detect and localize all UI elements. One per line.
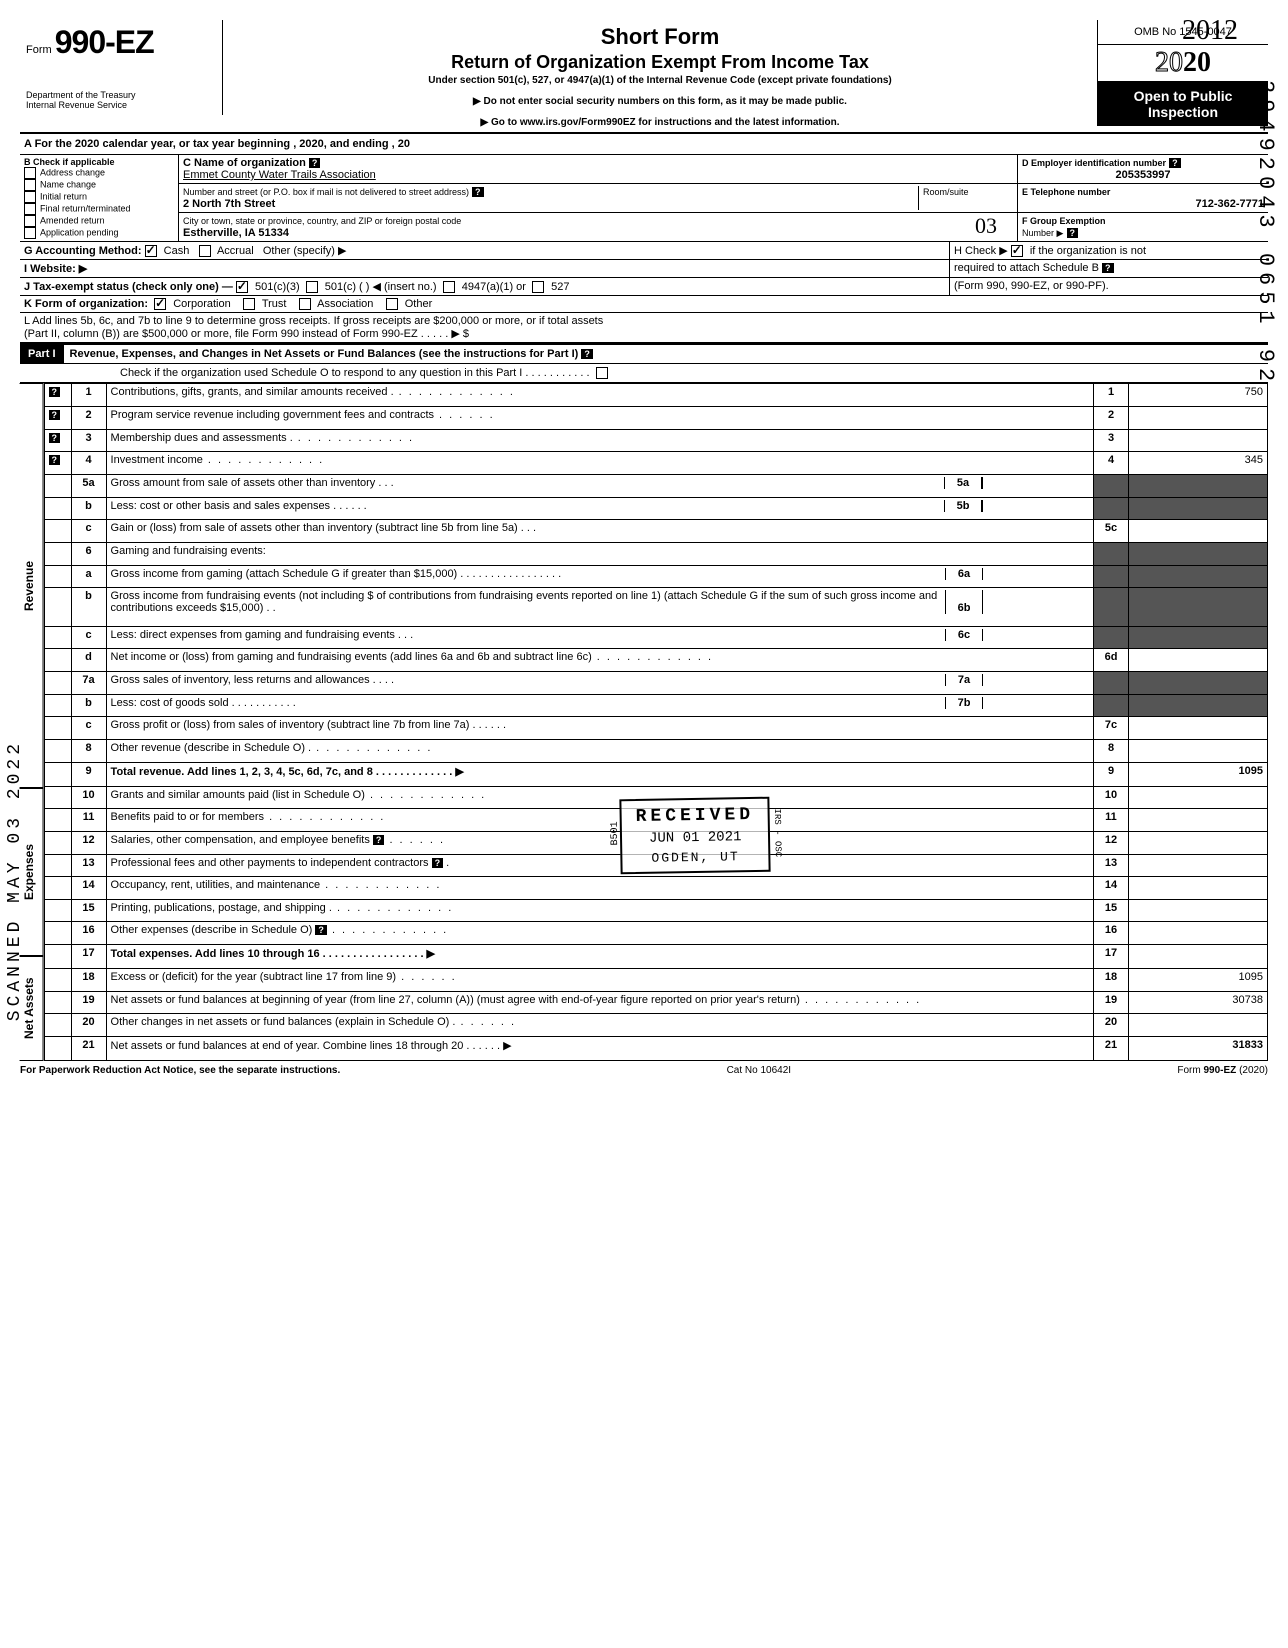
help-icon-h[interactable]: ? — [1102, 263, 1114, 273]
open-public-2: Inspection — [1100, 104, 1266, 120]
chk-app-pending[interactable] — [24, 227, 36, 239]
chk-amended[interactable] — [24, 215, 36, 227]
line-h-3: required to attach Schedule B — [954, 262, 1099, 274]
chk-accrual[interactable] — [199, 245, 211, 257]
org-name: Emmet County Water Trails Association — [183, 169, 376, 181]
line-j-label: J Tax-exempt status (check only one) — — [24, 281, 233, 293]
vert-revenue: Revenue — [20, 383, 44, 788]
lbl-initial-return: Initial return — [40, 191, 87, 201]
org-city: Estherville, IA 51334 — [183, 227, 289, 239]
chk-assoc[interactable] — [299, 298, 311, 310]
form-header: Form 990-EZ Department of the Treasury I… — [20, 20, 1268, 134]
lbl-527: 527 — [551, 281, 569, 293]
chk-name-change[interactable] — [24, 179, 36, 191]
lbl-name-change: Name change — [40, 179, 96, 189]
stamp-received: RECEIVED — [635, 805, 754, 827]
open-public-1: Open to Public — [1100, 88, 1266, 104]
stamp-side-right: IRS - OSC — [772, 809, 783, 858]
chk-other-org[interactable] — [386, 298, 398, 310]
part-1-title: Revenue, Expenses, and Changes in Net As… — [64, 345, 1268, 363]
org-street: 2 North 7th Street — [183, 198, 275, 210]
note-goto: ▶ Go to www.irs.gov/Form990EZ for instru… — [233, 117, 1087, 128]
lbl-accrual: Accrual — [217, 245, 254, 257]
label-group-exempt: F Group Exemption — [1022, 216, 1106, 226]
line-g-label: G Accounting Method: — [24, 245, 142, 257]
stamp-date: JUN 01 2021 — [636, 829, 755, 847]
handwritten-year: 2012 — [1182, 15, 1238, 47]
form-prefix: Form — [26, 44, 52, 56]
lbl-other-org: Other — [405, 298, 433, 310]
tax-year: 2020 — [1098, 45, 1268, 82]
line-h-2: if the organization is not — [1030, 245, 1146, 257]
label-org-name: C Name of organization — [183, 157, 306, 169]
line-l-2: (Part II, column (B)) are $500,000 or mo… — [24, 327, 1264, 340]
footer-left: For Paperwork Reduction Act Notice, see … — [20, 1065, 340, 1076]
lbl-4947: 4947(a)(1) or — [462, 281, 526, 293]
help-icon-street[interactable]: ? — [472, 187, 484, 197]
label-ein: D Employer identification number — [1022, 158, 1166, 168]
lbl-address-change: Address change — [40, 167, 105, 177]
chk-527[interactable] — [532, 281, 544, 293]
label-street: Number and street (or P.O. box if mail i… — [183, 187, 469, 197]
page-footer: For Paperwork Reduction Act Notice, see … — [20, 1061, 1268, 1076]
ein-value: 205353997 — [1022, 169, 1264, 181]
lbl-assoc: Association — [317, 298, 373, 310]
label-room: Room/suite — [923, 187, 969, 197]
chk-501c3[interactable] — [236, 281, 248, 293]
chk-initial-return[interactable] — [24, 191, 36, 203]
lbl-final-return: Final return/terminated — [40, 203, 131, 213]
title-under-section: Under section 501(c), 527, or 4947(a)(1)… — [233, 75, 1087, 86]
vert-expenses: Expenses — [20, 788, 44, 956]
line-i: I Website: ▶ — [20, 260, 949, 277]
title-return: Return of Organization Exempt From Incom… — [233, 52, 1087, 73]
form-number: 990-EZ — [55, 24, 154, 60]
label-phone: E Telephone number — [1022, 187, 1110, 197]
lbl-other-method: Other (specify) ▶ — [263, 245, 347, 257]
handwritten-03: 03 — [975, 213, 997, 239]
chk-cash[interactable] — [145, 245, 157, 257]
part-1-label: Part I — [20, 345, 64, 363]
footer-right: Form 990-EZ (2020) — [1177, 1065, 1268, 1076]
stamp-side-left: B501 — [610, 822, 621, 846]
lbl-corp: Corporation — [173, 298, 230, 310]
help-icon-group[interactable]: ? — [1067, 228, 1079, 238]
lbl-501c: 501(c) ( ) ◀ (insert no.) — [325, 281, 437, 293]
chk-501c[interactable] — [306, 281, 318, 293]
lines-table: ?1Contributions, gifts, grants, and simi… — [44, 383, 1268, 1061]
lbl-amended: Amended return — [40, 215, 105, 225]
line-a: A For the 2020 calendar year, or tax yea… — [20, 134, 1268, 155]
chk-schedule-o[interactable] — [596, 367, 608, 379]
lbl-501c3: 501(c)(3) — [255, 281, 300, 293]
chk-corp[interactable] — [154, 298, 166, 310]
phone-value: 712-362-7771 — [1022, 198, 1264, 210]
chk-trust[interactable] — [243, 298, 255, 310]
line-k-label: K Form of organization: — [24, 298, 148, 310]
label-city: City or town, state or province, country… — [183, 216, 461, 226]
received-stamp: RECEIVED JUN 01 2021 OGDEN, UT B501 IRS … — [619, 797, 771, 875]
line-h-4: (Form 990, 990-EZ, or 990-PF). — [949, 278, 1268, 295]
chk-address-change[interactable] — [24, 167, 36, 179]
stamp-location: OGDEN, UT — [636, 849, 755, 866]
help-icon-ein[interactable]: ? — [1169, 158, 1181, 168]
footer-center: Cat No 10642I — [727, 1065, 792, 1076]
chk-schedule-b[interactable] — [1011, 245, 1023, 257]
lbl-cash: Cash — [164, 245, 190, 257]
section-b-title: B Check if applicable — [24, 157, 174, 167]
irs-label: Internal Revenue Service — [26, 101, 216, 111]
vert-netassets: Net Assets — [20, 956, 44, 1061]
line-h-1: H Check ▶ — [954, 245, 1008, 257]
lbl-app-pending: Application pending — [40, 227, 119, 237]
chk-final-return[interactable] — [24, 203, 36, 215]
org-info-block: B Check if applicable Address change Nam… — [20, 155, 1268, 242]
help-icon[interactable]: ? — [309, 158, 321, 168]
chk-4947[interactable] — [443, 281, 455, 293]
title-short-form: Short Form — [233, 24, 1087, 50]
note-ssn: ▶ Do not enter social security numbers o… — [233, 96, 1087, 107]
part-1-check-text: Check if the organization used Schedule … — [120, 367, 590, 379]
line-l-1: L Add lines 5b, 6c, and 7b to line 9 to … — [24, 315, 1264, 327]
lbl-trust: Trust — [262, 298, 287, 310]
label-group-number: Number ▶ — [1022, 228, 1063, 238]
